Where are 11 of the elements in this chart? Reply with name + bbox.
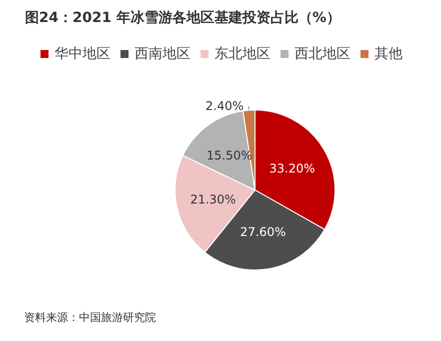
data-label: 33.20% — [269, 161, 316, 176]
legend-label: 华中地区 — [54, 46, 110, 62]
chart-title: 图24：2021 年冰雪游各地区基建投资占比（%） — [25, 10, 340, 26]
legend-label: 西北地区 — [294, 46, 350, 62]
data-label: 2.40% — [206, 99, 244, 114]
legend-label: 西南地区 — [134, 46, 190, 62]
legend-label: 东北地区 — [214, 46, 270, 62]
data-label: 27.60% — [240, 225, 286, 240]
data-label: 21.30% — [190, 192, 236, 207]
legend-label: 其他 — [374, 46, 402, 62]
text: 资料来源：中国旅游研究院 — [24, 311, 156, 324]
